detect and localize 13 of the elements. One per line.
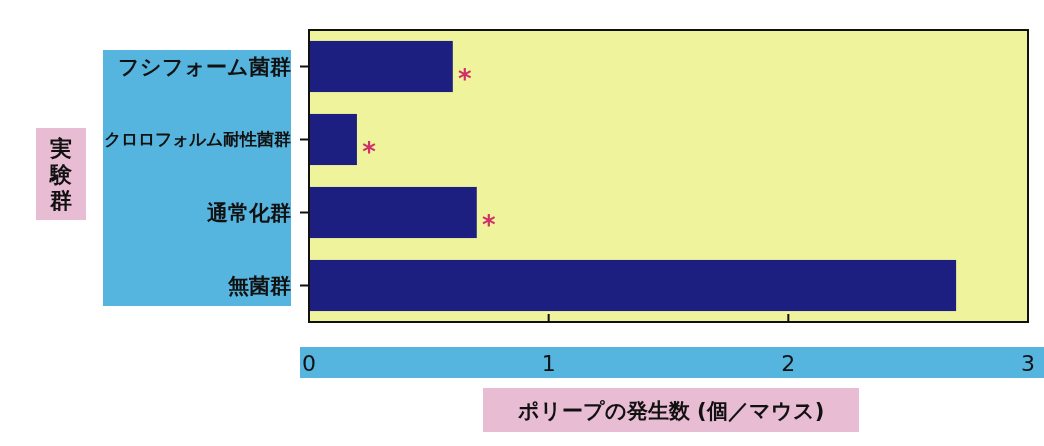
y-axis-title: 実験群 — [49, 136, 73, 213]
x-tick-label: 0 — [302, 350, 316, 376]
y-tick-label: フシフォーム菌群 — [118, 54, 291, 79]
annotation: * — [458, 63, 472, 94]
annotation: * — [481, 209, 496, 240]
x-tick-label: 2 — [781, 350, 796, 376]
y-tick-label: 通常化群 — [206, 200, 291, 225]
x-tick-label: 1 — [541, 350, 556, 376]
y-tick-label: クロロフォルム耐性菌群 — [104, 130, 291, 149]
x-tick-label: 3 — [1021, 350, 1035, 376]
y-tick-label: 無菌群 — [227, 273, 291, 298]
x-axis-title: ポリープの発生数 (個／マウス) — [516, 399, 825, 423]
annotation: * — [362, 136, 377, 167]
